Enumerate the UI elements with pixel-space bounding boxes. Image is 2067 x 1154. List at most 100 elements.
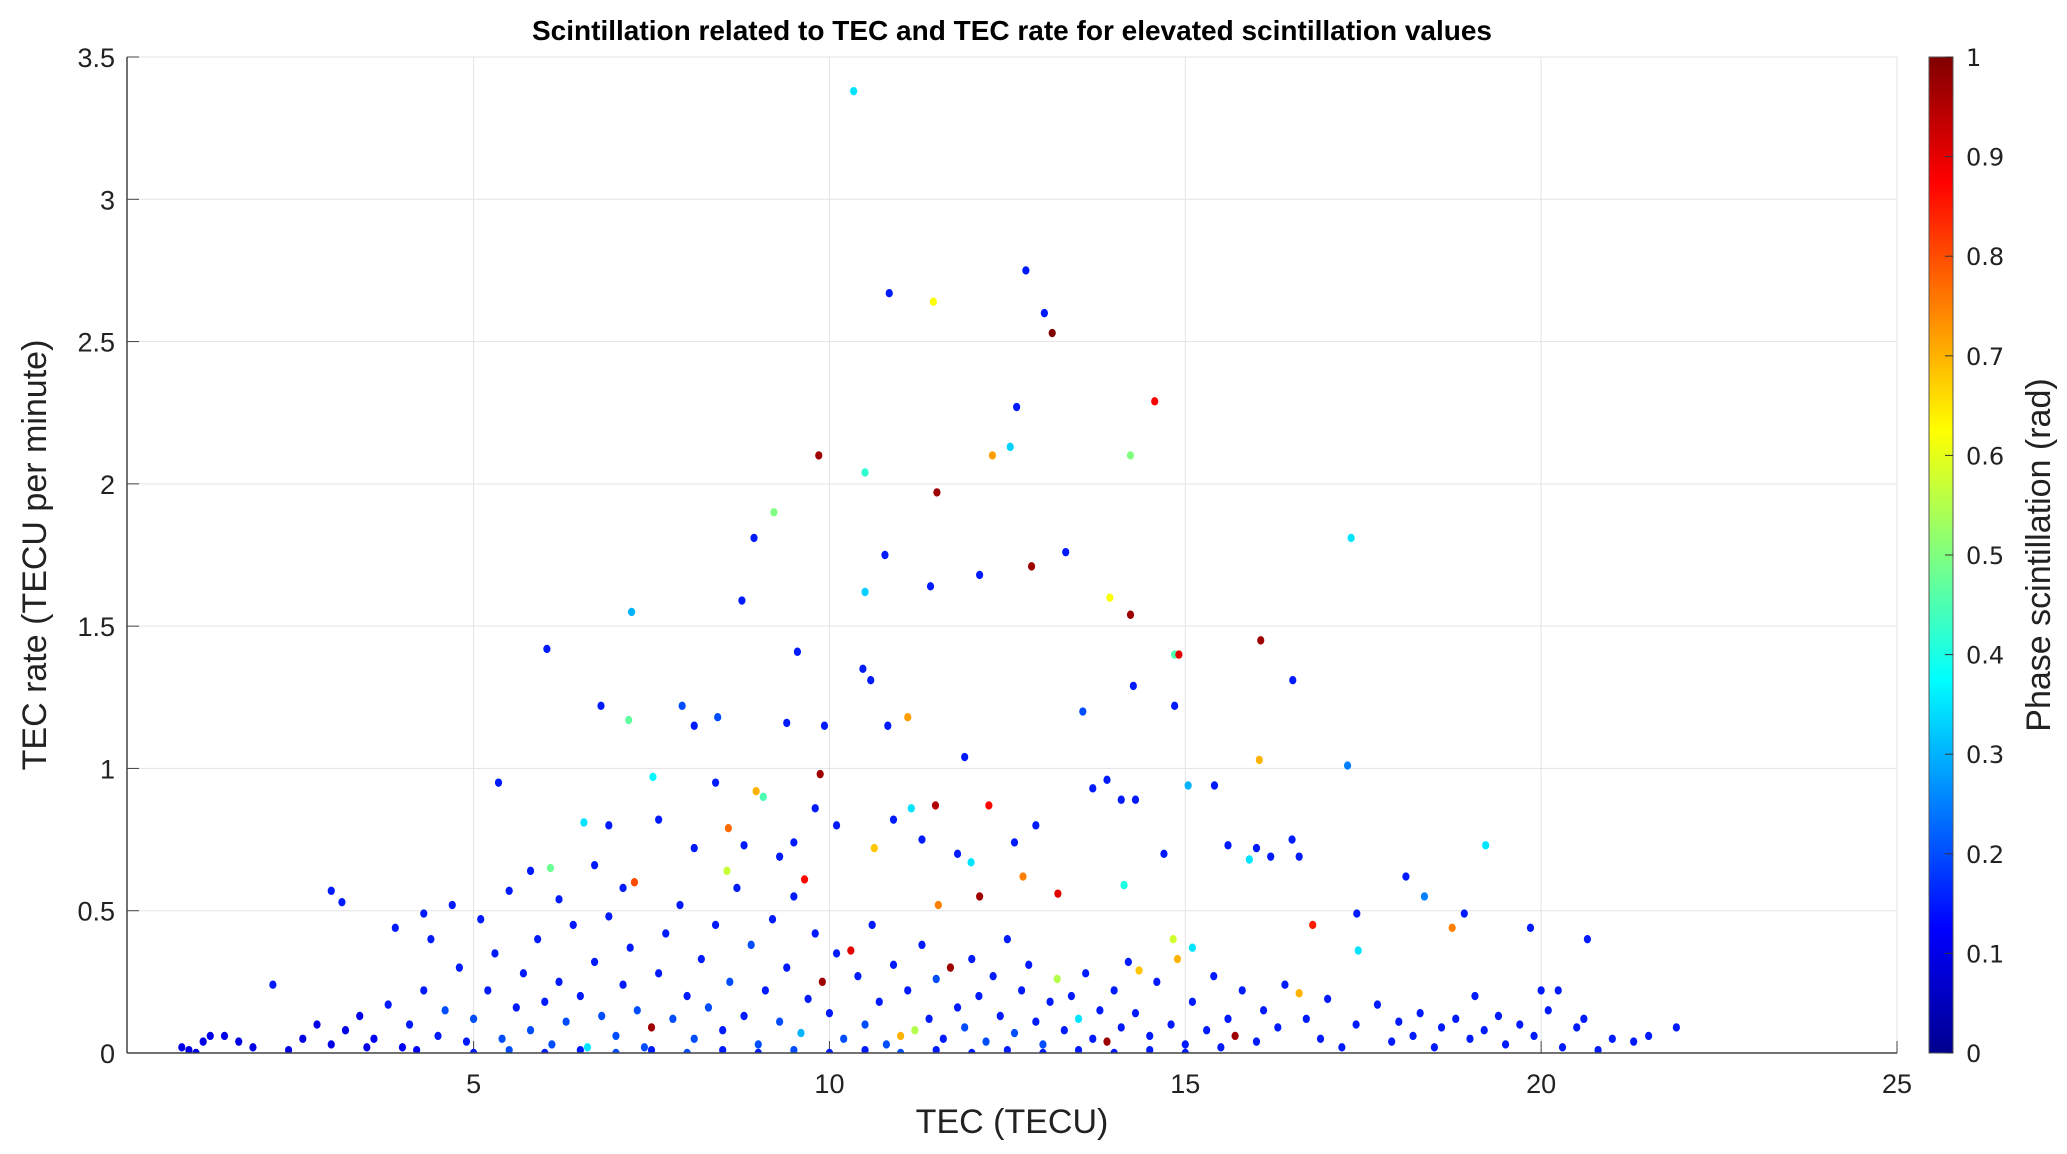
data-point — [597, 701, 605, 711]
data-point — [1110, 986, 1118, 995]
data-point — [1324, 994, 1332, 1004]
data-point — [462, 1037, 471, 1046]
data-point — [868, 920, 876, 930]
data-point — [341, 1026, 350, 1035]
colorbar-tick-label: 0.2 — [1966, 841, 2004, 869]
data-point — [1353, 909, 1361, 918]
data-point — [1448, 923, 1456, 932]
data-point — [484, 986, 492, 995]
data-point — [1289, 676, 1297, 685]
data-point — [1281, 980, 1289, 989]
data-point — [206, 1031, 214, 1041]
data-point — [526, 866, 535, 876]
data-point — [1471, 991, 1479, 1001]
data-point — [420, 986, 428, 995]
data-point — [818, 977, 826, 987]
data-point — [534, 934, 542, 944]
data-point — [363, 1043, 371, 1052]
data-point — [800, 875, 809, 884]
data-point — [790, 1045, 798, 1053]
data-point — [875, 997, 883, 1006]
y-tick-label: 2.5 — [77, 328, 115, 358]
x-tick-label: 25 — [1882, 1069, 1912, 1099]
data-point — [1217, 1043, 1225, 1052]
data-point — [1188, 943, 1197, 952]
data-point — [598, 1011, 606, 1021]
data-point — [605, 912, 613, 921]
y-tick-label: 0.5 — [77, 897, 115, 927]
data-point — [1231, 1031, 1239, 1041]
data-point — [1040, 308, 1048, 318]
colorbar-tick-label: 0.9 — [1966, 144, 2004, 172]
colorbar-label: Phase scintillation (rad) — [2020, 378, 2058, 731]
data-point — [932, 1045, 940, 1053]
data-point — [726, 977, 734, 987]
data-point — [861, 1020, 869, 1029]
data-point — [932, 974, 940, 984]
chart-title: Scintillation related to TEC and TEC rat… — [532, 15, 1492, 46]
data-point — [1259, 1006, 1268, 1015]
data-point — [1010, 838, 1019, 847]
data-point — [1018, 986, 1026, 995]
data-point — [580, 818, 588, 827]
y-tick-label: 3.5 — [77, 43, 115, 73]
data-point — [398, 1043, 407, 1052]
data-point — [1126, 451, 1135, 460]
data-point — [1013, 402, 1021, 412]
colorbar-tick-labels: 0 0.1 0.2 0.3 0.4 0.5 0.6 0.7 0.8 0.9 1 — [1945, 44, 2004, 1068]
data-point — [988, 451, 997, 460]
data-point — [881, 550, 889, 560]
data-point — [1494, 1011, 1503, 1021]
data-point — [1594, 1045, 1602, 1053]
data-point — [678, 701, 686, 711]
data-point — [1554, 986, 1562, 995]
data-point — [968, 954, 976, 964]
data-point — [1482, 841, 1490, 850]
data-point — [619, 883, 627, 893]
data-point — [989, 971, 997, 981]
data-point — [626, 943, 634, 952]
data-point — [647, 1023, 656, 1032]
data-point — [1027, 562, 1036, 571]
data-point — [793, 647, 802, 656]
data-point — [714, 713, 722, 722]
data-point — [953, 849, 962, 858]
data-point — [1181, 1048, 1189, 1053]
data-point — [662, 929, 670, 938]
data-point — [996, 1011, 1004, 1021]
data-point — [683, 991, 691, 1001]
data-point — [1338, 1043, 1346, 1052]
data-point — [790, 892, 798, 901]
data-point — [1167, 1020, 1175, 1029]
data-point — [776, 852, 784, 861]
data-point — [1039, 1040, 1047, 1049]
data-point — [1010, 1028, 1019, 1038]
data-point — [859, 664, 867, 674]
data-point — [1274, 1023, 1282, 1032]
data-point — [1480, 1026, 1488, 1035]
data-point — [1160, 849, 1168, 858]
data-point — [1032, 821, 1040, 830]
data-point — [455, 963, 463, 972]
data-point — [946, 963, 955, 972]
y-tick-label: 1.5 — [77, 612, 115, 642]
data-point — [1430, 1043, 1438, 1052]
data-point — [434, 1031, 442, 1041]
data-point — [1188, 997, 1197, 1006]
data-point — [690, 721, 698, 730]
data-point — [1120, 880, 1128, 890]
data-point — [1257, 636, 1265, 645]
data-point — [847, 946, 855, 955]
data-point — [1146, 1031, 1154, 1041]
colorbar-tick-label: 0.6 — [1966, 442, 2004, 470]
data-point — [790, 838, 798, 847]
data-point — [711, 778, 720, 787]
data-point — [469, 1048, 478, 1053]
data-point — [1124, 957, 1132, 967]
data-point — [754, 1040, 762, 1049]
data-point — [1046, 997, 1054, 1006]
data-point — [967, 858, 975, 867]
data-point — [413, 1045, 421, 1053]
data-point — [816, 769, 824, 779]
data-point — [1316, 1034, 1325, 1043]
